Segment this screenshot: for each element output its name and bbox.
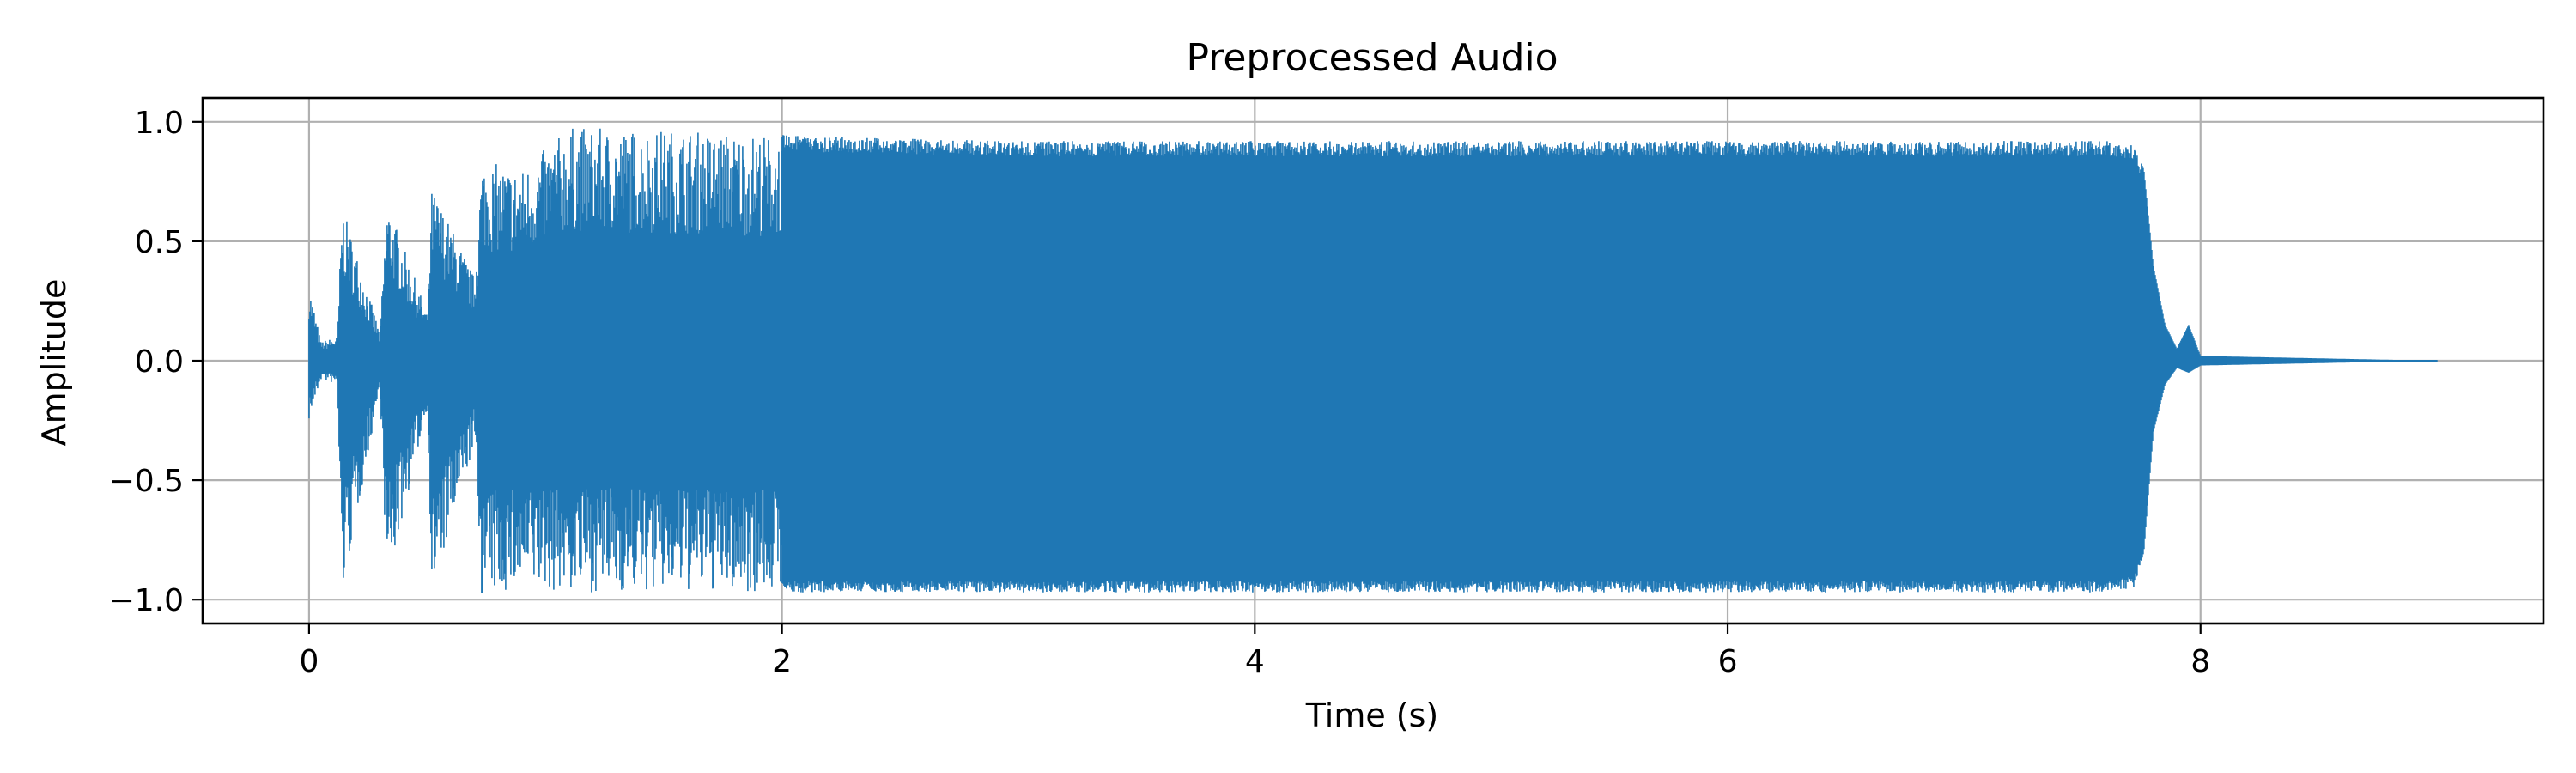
chart-title: Preprocessed Audio — [1186, 36, 1558, 80]
x-tick-label: 4 — [1245, 644, 1265, 679]
y-tick-label: 1.0 — [135, 106, 184, 141]
x-tick-label: 8 — [2190, 644, 2210, 679]
y-tick-label: −0.5 — [109, 464, 184, 499]
y-tick-label: 0.5 — [135, 225, 184, 260]
y-axis-label: Amplitude — [35, 279, 73, 447]
x-tick-label: 2 — [772, 644, 792, 679]
waveform-line — [308, 128, 2438, 593]
y-tick-label: 0.0 — [135, 344, 184, 380]
plot-area — [308, 128, 2438, 593]
axes: 0 2 4 6 8 −1.0 −0.5 0.0 0.5 1.0 — [109, 96, 2545, 679]
x-tick-label: 6 — [1718, 644, 1738, 679]
x-tick-label: 0 — [299, 644, 319, 679]
y-tick-label: −1.0 — [109, 583, 184, 618]
x-axis-label: Time (s) — [1305, 697, 1439, 734]
